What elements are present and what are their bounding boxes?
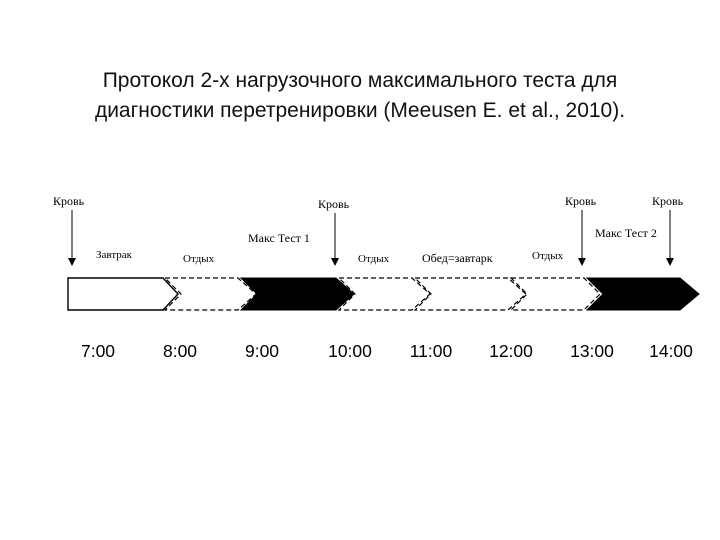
time-label-0700: 7:00 (81, 341, 115, 361)
blood-label-1: Кровь (53, 194, 85, 208)
segment-max-test-2 (585, 277, 700, 311)
time-label-0800: 8:00 (163, 341, 197, 361)
max-test-2-label: Макс Тест 2 (595, 226, 657, 240)
rest-label-1: Отдых (183, 253, 215, 265)
title-line-2: диагностики перетренировки (Meeusen E. e… (94, 99, 626, 122)
slide-title: Протокол 2-х нагрузочного максимального … (0, 66, 720, 126)
segment-max-test-1 (239, 277, 355, 311)
blood-label-2: Кровь (318, 197, 350, 211)
rest-label-2: Отдых (358, 253, 390, 265)
segment-breakfast (67, 277, 179, 311)
max-test-1-label: Макс Тест 1 (248, 231, 310, 245)
time-label-1100: 11:00 (410, 341, 453, 361)
segment-rest-3 (509, 277, 601, 311)
breakfast-label: Завтрак (96, 249, 133, 261)
time-label-1000: 10:00 (328, 341, 372, 361)
rest-label-3: Отдых (532, 250, 564, 262)
time-label-1400: 14:00 (649, 341, 693, 361)
lunch-label: Обед=завтарк (422, 251, 493, 265)
segment-lunch (413, 277, 527, 311)
segment-rest-2 (337, 277, 431, 311)
blood-label-3: Кровь (565, 194, 597, 208)
time-label-1200: 12:00 (489, 341, 533, 361)
title-line-1: Протокол 2-х нагрузочного максимального … (102, 69, 618, 92)
blood-label-4: Кровь (652, 194, 684, 208)
time-label-0900: 9:00 (245, 341, 279, 361)
time-label-1300: 13:00 (570, 341, 614, 361)
segment-rest-1 (163, 277, 257, 311)
